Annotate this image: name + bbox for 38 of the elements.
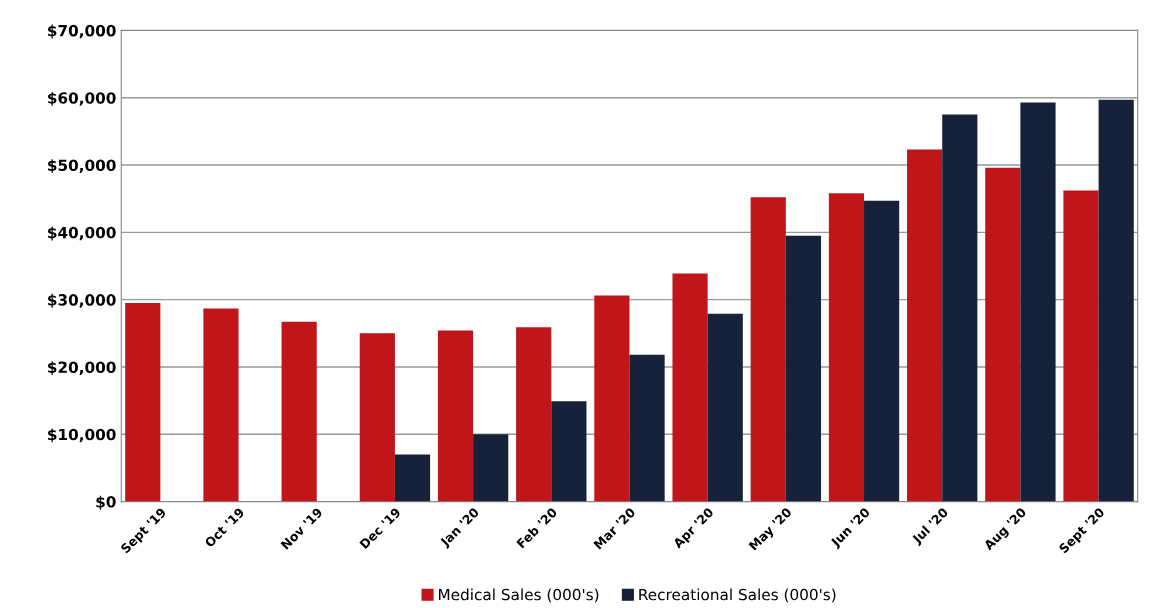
legend-label: Recreational Sales (000's) — [639, 588, 836, 603]
bar — [1098, 99, 1134, 502]
y-tick-label: $10,000 — [48, 428, 116, 443]
x-tick-label: Jan '20 — [439, 507, 482, 550]
bar — [203, 308, 239, 502]
x-tick-label: Jul '20 — [911, 506, 951, 547]
bar — [750, 197, 786, 502]
bar — [785, 235, 822, 502]
bar — [394, 454, 431, 502]
bar — [1020, 102, 1056, 502]
bar — [672, 273, 708, 502]
bar — [594, 295, 630, 502]
y-tick-label: $40,000 — [48, 226, 116, 241]
legend-label: Medical Sales (000's) — [438, 588, 599, 603]
bar — [864, 200, 900, 502]
bar — [629, 354, 665, 502]
bar — [942, 114, 978, 502]
y-tick-label: $30,000 — [48, 293, 116, 308]
bar — [707, 313, 743, 502]
bar — [281, 321, 317, 502]
bar — [907, 149, 943, 502]
x-tick-label: Jun '20 — [829, 507, 873, 550]
bar — [473, 434, 509, 502]
y-tick-label: $0 — [96, 495, 116, 510]
bar — [437, 330, 474, 502]
y-tick-label: $60,000 — [48, 91, 116, 106]
bar — [1063, 190, 1099, 502]
bar — [828, 193, 865, 502]
bar — [125, 303, 161, 502]
x-tick-label: Feb '20 — [516, 506, 558, 549]
x-tick-label: Oct '19 — [204, 507, 245, 548]
bar — [551, 401, 587, 502]
bar — [359, 333, 395, 502]
bar — [516, 327, 552, 502]
bar — [985, 167, 1021, 502]
y-tick-label: $20,000 — [48, 361, 116, 376]
y-tick-label: $50,000 — [48, 159, 116, 174]
y-tick-label: $70,000 — [48, 24, 116, 39]
